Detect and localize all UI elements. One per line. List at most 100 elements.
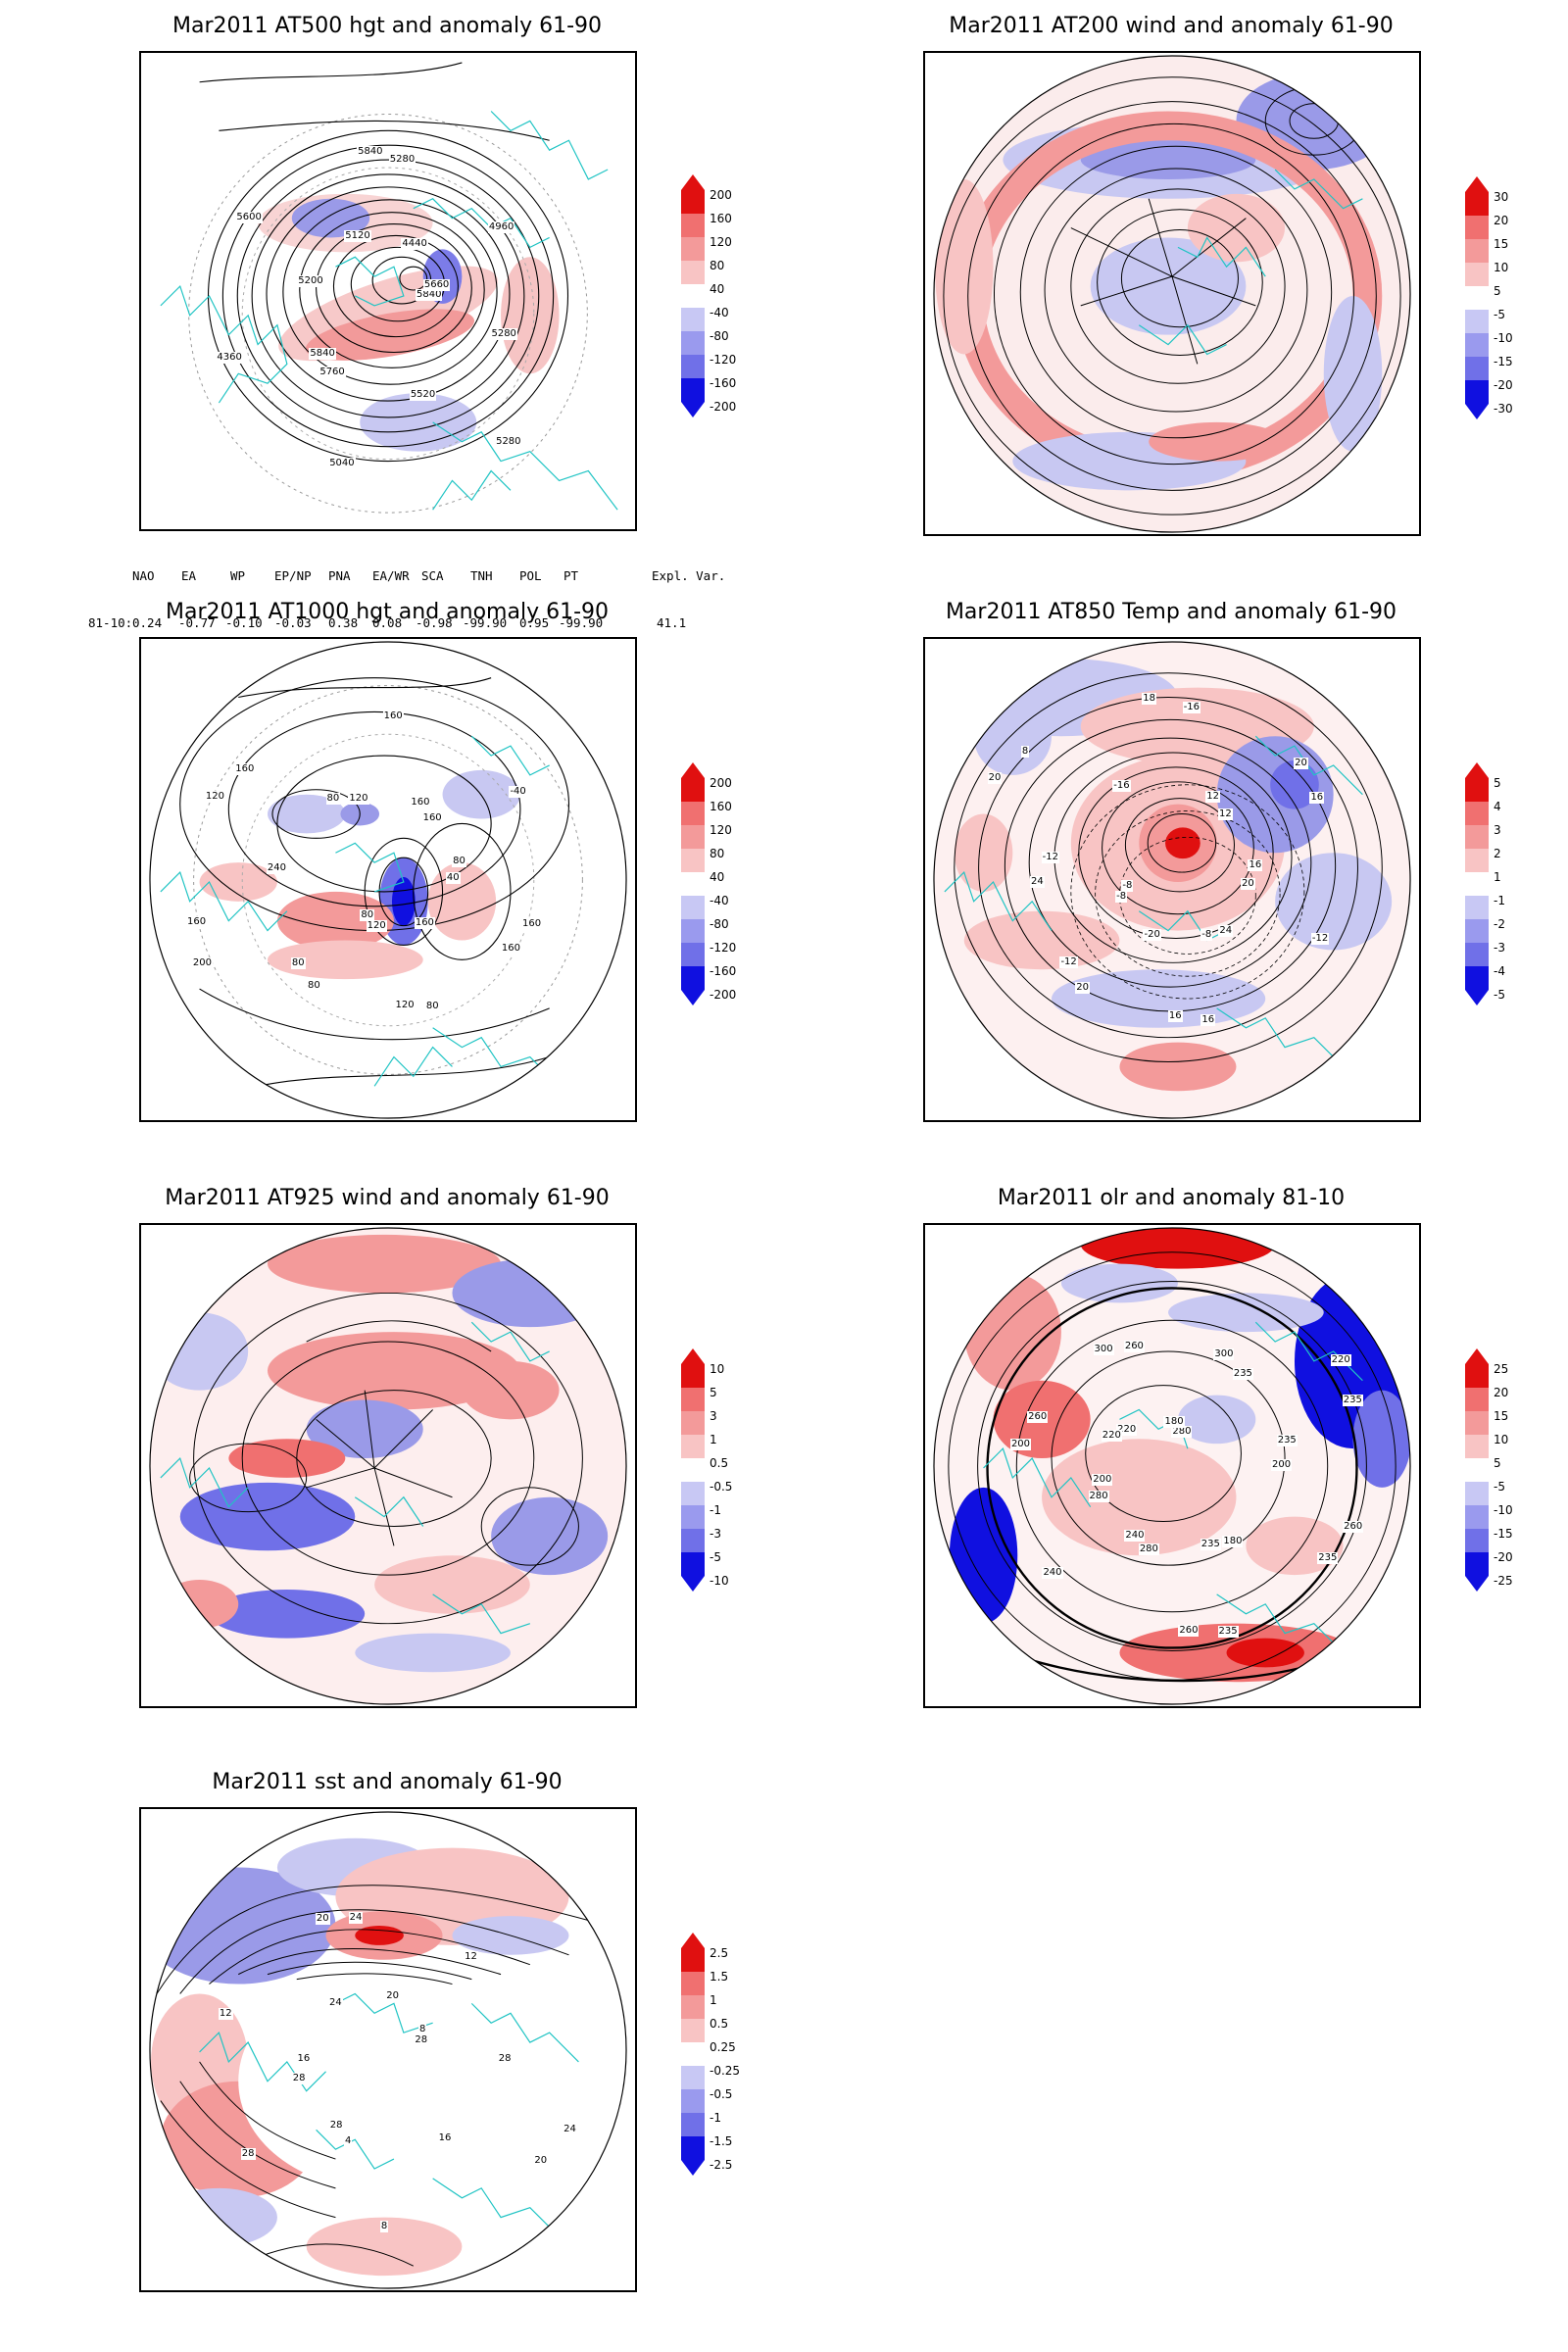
colorbar-at500-label: -80	[710, 329, 729, 343]
contour-label: 160	[410, 796, 431, 808]
colorbar-at1000-label: 40	[710, 870, 725, 884]
colorbar-at200-label: 10	[1494, 261, 1509, 274]
colorbar-at850-label: -1	[1494, 894, 1505, 907]
contour-label: 235	[1342, 1395, 1363, 1407]
contour-label: 160	[414, 917, 435, 930]
contour-label: 160	[500, 942, 522, 955]
contour-label: 12	[1218, 808, 1233, 820]
colorbar-at500-graphic	[681, 174, 705, 417]
index-value: -0.03	[274, 615, 312, 630]
contour-label: 4960	[487, 221, 515, 234]
index-header: PT	[564, 568, 579, 583]
colorbar-at850: 5 4 3 2 1 -1 -2 -3 -4 -5	[1460, 762, 1539, 1032]
colorbar-at200-label: -15	[1494, 355, 1513, 368]
contour-label: 24	[327, 1997, 343, 2010]
map-at500: 5840 5840 5280 5280 5200 4960 5040 5120 5280 4360…	[139, 51, 637, 531]
colorbar-at925-label: 1	[710, 1433, 717, 1446]
index-header: TNH	[470, 568, 493, 583]
teleconnection-index-table: NAO EA WP EP/NP PNA EA/WR SCA TNH POL PT…	[88, 537, 725, 647]
contour-label: 240	[1042, 1567, 1063, 1580]
index-value-row: 81-10: 0.24 -0.77 -0.10 -0.03 0.38 0.08 …	[88, 615, 686, 631]
colorbar-at500-label: -200	[710, 400, 737, 414]
contour-label: 280	[1138, 1543, 1159, 1555]
contour-label: 260	[1027, 1411, 1049, 1424]
colorbar-at1000-label: -200	[710, 988, 737, 1002]
contour-label: 5200	[297, 275, 324, 288]
contour-label: 16	[1167, 1010, 1183, 1023]
colorbar-at500-label: -40	[710, 306, 729, 319]
map-at200-graphic	[933, 55, 1411, 533]
colorbar-at200-label: -30	[1494, 402, 1513, 416]
colorbar-olr: 25 20 15 10 5 -5 -10 -15 -20 -25	[1460, 1348, 1539, 1618]
contour-label: 28	[240, 2148, 256, 2161]
contour-label: 240	[266, 861, 287, 874]
index-value: 0.24	[132, 615, 163, 630]
contour-label: 8	[418, 2023, 427, 2035]
index-header: Expl. Var.	[652, 568, 726, 583]
contour-label: 160	[421, 811, 443, 824]
colorbar-at500-label: 40	[710, 282, 725, 296]
contour-label: 5840	[357, 145, 384, 158]
colorbar-at1000-label: -40	[710, 894, 729, 907]
contour-label: 4440	[401, 238, 428, 251]
map-olr-graphic	[933, 1227, 1411, 1705]
contour-label: 235	[1317, 1552, 1339, 1565]
colorbar-at1000-label: -80	[710, 917, 729, 931]
contour-label: 20	[1294, 757, 1308, 769]
index-value: 41.1	[657, 615, 687, 630]
colorbar-sst-label: 2.5	[710, 1946, 729, 1960]
map-at850-graphic	[933, 641, 1411, 1119]
contour-label: 16	[1200, 1013, 1216, 1026]
index-value: -0.77	[178, 615, 216, 630]
contour-label: -16	[1112, 780, 1131, 793]
contour-label: 12	[464, 1950, 478, 1963]
colorbar-at925-label: -5	[710, 1550, 721, 1564]
contour-label: 5840	[309, 347, 336, 360]
contour-label: -12	[1310, 933, 1330, 946]
contour-label: 235	[1276, 1435, 1298, 1447]
colorbar-at925-label: -1	[710, 1503, 721, 1517]
contour-label: 16	[296, 2053, 312, 2066]
contour-label: 80	[424, 1001, 440, 1013]
colorbar-at925-label: -0.5	[710, 1480, 733, 1494]
colorbar-at200-label: 20	[1494, 214, 1509, 227]
contour-label: 120	[204, 791, 225, 804]
contour-label: 24	[563, 2124, 577, 2136]
colorbar-olr-label: -25	[1494, 1574, 1513, 1588]
colorbar-at200-graphic	[1465, 176, 1489, 419]
map-at850: -8 12 16 8 20 -12 -16 -8 -12 16 -20 -16 -12 -8 12 16 20 1…	[923, 637, 1421, 1122]
colorbar-at925-label: 10	[710, 1362, 725, 1376]
colorbar-olr-label: -10	[1494, 1503, 1513, 1517]
panel-title-at200: Mar2011 AT200 wind and anomaly 61-90	[949, 14, 1394, 38]
panel-title-at1000: Mar2011 AT1000 hgt and anomaly 61-90	[165, 600, 610, 624]
contour-label: 180	[1163, 1415, 1185, 1428]
contour-label: 5040	[328, 458, 356, 470]
index-value: 0.38	[328, 615, 359, 630]
colorbar-at1000-label: -160	[710, 964, 737, 978]
colorbar-olr-label: 5	[1494, 1456, 1501, 1470]
colorbar-at500-label: -120	[710, 353, 737, 367]
colorbar-sst-label: -0.5	[710, 2087, 733, 2101]
contour-label: 28	[414, 2034, 429, 2047]
contour-label: 12	[1205, 790, 1221, 803]
colorbar-at500-label: 200	[710, 188, 732, 202]
contour-label: 260	[1178, 1625, 1200, 1638]
contour-label: 8	[379, 2220, 389, 2232]
colorbar-olr-label: -20	[1494, 1550, 1513, 1564]
colorbar-sst-label: -2.5	[710, 2158, 733, 2172]
colorbar-at500-label: 80	[710, 259, 725, 272]
colorbar-at850-label: -4	[1494, 964, 1505, 978]
contour-label: 16	[437, 2132, 453, 2145]
contour-label: 200	[1009, 1438, 1032, 1450]
map-sst-graphic	[149, 1811, 627, 2289]
index-header: NAO	[132, 568, 155, 583]
contour-label: 20	[315, 1913, 330, 1926]
contour-label: 28	[497, 2052, 513, 2065]
contour-label: 160	[382, 710, 404, 722]
colorbar-olr-label: 20	[1494, 1386, 1509, 1399]
contour-label: 4360	[216, 352, 243, 365]
index-value: -99.90	[559, 615, 604, 630]
contour-label: -8	[1121, 880, 1134, 893]
colorbar-at925-label: 5	[710, 1386, 717, 1399]
contour-label: 5280	[495, 436, 522, 449]
